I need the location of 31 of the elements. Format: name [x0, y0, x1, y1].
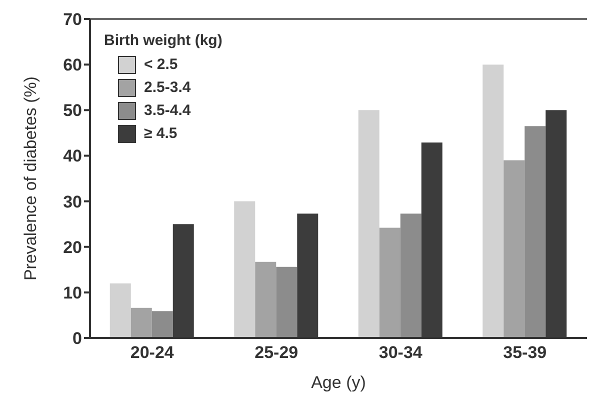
bar	[482, 64, 504, 338]
bar	[255, 262, 276, 338]
y-tick-label: 70	[63, 10, 82, 30]
bar	[234, 201, 256, 338]
x-tick-label: 35-39	[503, 343, 547, 362]
y-tick-label: 50	[63, 101, 82, 120]
bar	[504, 160, 525, 338]
y-tick-label: 10	[63, 283, 82, 302]
x-tick-label: 20-24	[130, 343, 174, 362]
bar	[152, 311, 173, 338]
y-axis-title: Prevalence of diabetes (%)	[21, 76, 40, 281]
y-tick-label: 40	[63, 146, 82, 166]
legend-label: ≥ 4.5	[144, 125, 178, 142]
y-tick-label: 30	[63, 192, 82, 212]
bar	[379, 228, 400, 338]
bar	[110, 283, 131, 338]
y-tick-label: 60	[63, 56, 82, 75]
legend-label: < 2.5	[144, 56, 178, 73]
y-tick-label: 0	[72, 329, 82, 348]
x-axis-title: Age (y)	[311, 373, 366, 392]
legend-label: 3.5-4.4	[144, 102, 191, 119]
bar	[130, 308, 152, 338]
legend-label: 2.5-3.4	[144, 79, 191, 96]
bar	[524, 126, 546, 338]
x-tick-label: 25-29	[254, 343, 298, 362]
legend-title: Birth weight (kg)	[104, 32, 222, 49]
bar	[276, 266, 298, 338]
bar	[358, 110, 380, 338]
bar	[400, 214, 422, 338]
x-tick-label: 30-34	[378, 343, 423, 362]
y-tick-label: 20	[63, 238, 82, 257]
